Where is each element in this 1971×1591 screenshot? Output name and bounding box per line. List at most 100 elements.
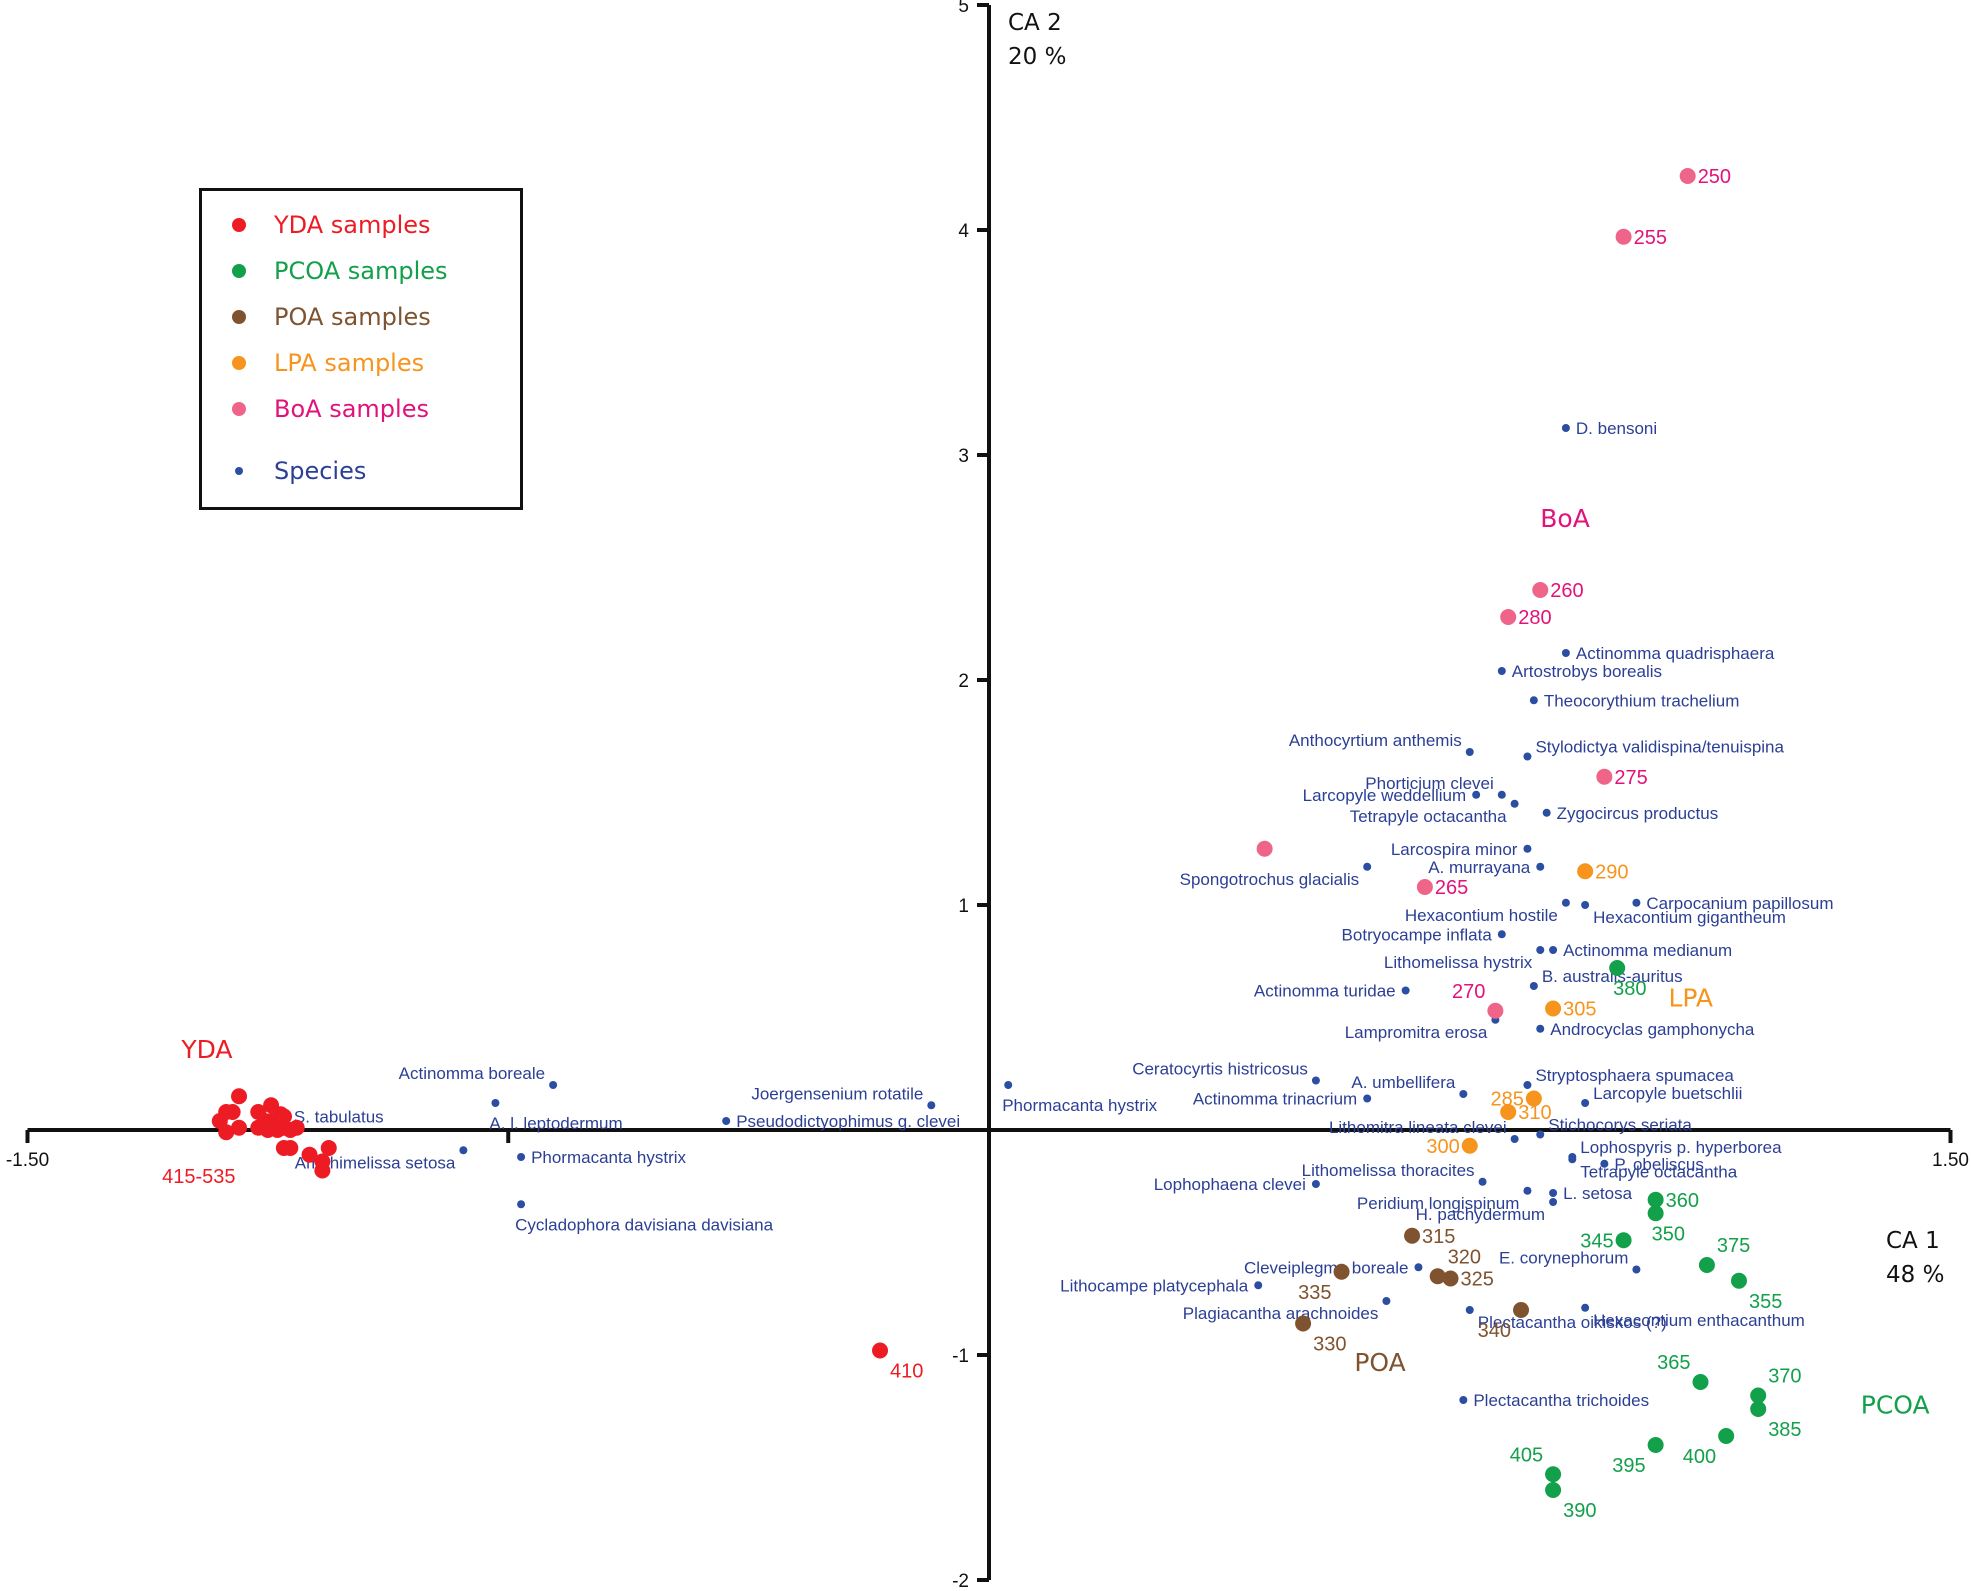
species-point bbox=[1581, 901, 1590, 909]
species-point bbox=[1600, 1159, 1609, 1168]
sample-label: 380 bbox=[1613, 978, 1646, 1000]
sample-label: 370 bbox=[1768, 1366, 1801, 1388]
sample-point-poa bbox=[1404, 1227, 1421, 1244]
legend-item: LPA samples bbox=[232, 349, 424, 377]
species-point bbox=[1529, 982, 1538, 990]
species-point bbox=[1536, 862, 1545, 871]
species-point bbox=[1542, 808, 1551, 817]
species-label: Plectacantha trichoides bbox=[1473, 1391, 1649, 1410]
species-point bbox=[549, 1081, 558, 1089]
sample-point-poa bbox=[1429, 1268, 1446, 1285]
species-point bbox=[1465, 748, 1474, 756]
species-point bbox=[1311, 1180, 1320, 1188]
species-label: Botryocampe inflata bbox=[1342, 925, 1493, 944]
sample-point-pcoa bbox=[1750, 1387, 1767, 1404]
y-tick-label: 3 bbox=[958, 446, 969, 467]
sample-point-pcoa bbox=[1609, 960, 1626, 976]
species-label: Phormacanta hystrix bbox=[1002, 1096, 1157, 1115]
legend-item: POA samples bbox=[232, 303, 431, 331]
group-labels-layer: YDA BoA LPA POA PCOA bbox=[180, 504, 1929, 1420]
legend-marker bbox=[232, 264, 246, 278]
legend-marker bbox=[232, 402, 246, 416]
sample-point-boa bbox=[1487, 1002, 1504, 1019]
species-label: Lampromitra erosa bbox=[1345, 1023, 1488, 1042]
legend-label: BoA samples bbox=[274, 395, 429, 423]
sample-point-boa bbox=[1532, 582, 1549, 598]
species-label: Cleveiplegma boreale bbox=[1244, 1258, 1408, 1277]
sample-point-boa bbox=[1500, 609, 1517, 625]
species-point bbox=[1459, 1396, 1468, 1404]
x-axis-percent: 48 % bbox=[1886, 1262, 1944, 1288]
species-point bbox=[1568, 1155, 1577, 1164]
group-label-pcoa: PCOA bbox=[1861, 1391, 1930, 1420]
legend-marker bbox=[232, 310, 246, 324]
species-label: Lithomelissa thoracites bbox=[1302, 1161, 1475, 1180]
species-label: Stryptosphaera spumacea bbox=[1535, 1066, 1734, 1085]
species-label: Lithomitra lineata clevei bbox=[1329, 1118, 1507, 1137]
species-label: Zygocircus productus bbox=[1557, 804, 1719, 823]
species-point bbox=[1536, 1024, 1545, 1033]
sample-label: 285 bbox=[1490, 1089, 1523, 1111]
sample-label: 375 bbox=[1717, 1235, 1750, 1257]
species-point bbox=[1529, 696, 1538, 705]
species-label: B. australis-auritus bbox=[1542, 967, 1683, 986]
species-layer: D. bensoni Actinomma quadrisphaeraArtostr… bbox=[279, 419, 1834, 1410]
sample-point-boa bbox=[1679, 168, 1696, 184]
species-point bbox=[1581, 1099, 1590, 1107]
species-label: Lophophaena clevei bbox=[1154, 1175, 1306, 1194]
species-point bbox=[1536, 1130, 1545, 1139]
legend-label: PCOA samples bbox=[274, 257, 448, 285]
sample-point-lpa bbox=[1500, 1104, 1517, 1120]
species-point bbox=[1478, 1177, 1487, 1186]
sample-label: 390 bbox=[1563, 1500, 1596, 1522]
species-label: Phorticium clevei bbox=[1365, 774, 1494, 793]
sample-point-yda bbox=[275, 1108, 292, 1125]
species-label: Actinomma trinacrium bbox=[1193, 1090, 1357, 1109]
species-point bbox=[1465, 1306, 1474, 1314]
legend-item: PCOA samples bbox=[232, 257, 448, 285]
sample-point-yda bbox=[288, 1119, 305, 1136]
legend-item: Species bbox=[232, 457, 366, 485]
species-label: Actinomma medianum bbox=[1563, 941, 1732, 960]
sample-point-boa bbox=[1615, 228, 1632, 245]
legend-marker bbox=[232, 218, 246, 232]
x-axis-title: CA 1 bbox=[1886, 1228, 1940, 1254]
species-label: Lithocampe platycephala bbox=[1060, 1276, 1249, 1295]
legend-label: Species bbox=[274, 457, 367, 485]
sample-label: 355 bbox=[1749, 1291, 1782, 1313]
sample-point-poa bbox=[1333, 1263, 1350, 1280]
species-point bbox=[1254, 1281, 1263, 1290]
species-point bbox=[517, 1153, 526, 1161]
sample-point-yda bbox=[218, 1124, 235, 1141]
species-label: Actinomma quadrisphaera bbox=[1576, 644, 1775, 663]
sample-label: 290 bbox=[1595, 861, 1628, 883]
species-label: Joergensenium rotatile bbox=[751, 1084, 923, 1103]
sample-label: 325 bbox=[1461, 1269, 1494, 1291]
species-label: Larcospira minor bbox=[1391, 840, 1518, 859]
species-label: Carpocanium papillosum bbox=[1646, 894, 1833, 913]
sample-point-pcoa bbox=[1545, 1482, 1562, 1498]
species-label: Larcopyle weddellium bbox=[1303, 786, 1466, 805]
sample-point-pcoa bbox=[1750, 1401, 1767, 1417]
legend-marker bbox=[232, 356, 246, 370]
sample-label: 410 bbox=[890, 1361, 923, 1383]
sample-point-pcoa bbox=[1692, 1374, 1709, 1390]
x-tick-label: -1.50 bbox=[6, 1150, 49, 1171]
sample-label: 350 bbox=[1652, 1223, 1685, 1245]
species-label: Actinomma boreale bbox=[399, 1064, 545, 1083]
sample-label: 345 bbox=[1580, 1230, 1613, 1252]
sample-label: 340 bbox=[1478, 1320, 1511, 1342]
species-label: Hexacontium hostile bbox=[1405, 906, 1558, 925]
species-point bbox=[517, 1200, 526, 1209]
sample-point-yda bbox=[301, 1146, 318, 1163]
species-point bbox=[1561, 898, 1570, 907]
sample-label: 310 bbox=[1518, 1102, 1551, 1124]
species-point bbox=[1632, 898, 1641, 907]
legend-label: YDA samples bbox=[274, 211, 431, 239]
species-label: Phormacanta hystrix bbox=[531, 1148, 686, 1167]
species-label: Stylodictya validispina/tenuispina bbox=[1535, 738, 1784, 757]
species-label: Plagiacantha arachnoides bbox=[1183, 1304, 1379, 1323]
y-tick-label: 4 bbox=[958, 221, 969, 242]
species-label: Ceratocyrtis histricosus bbox=[1132, 1060, 1308, 1079]
